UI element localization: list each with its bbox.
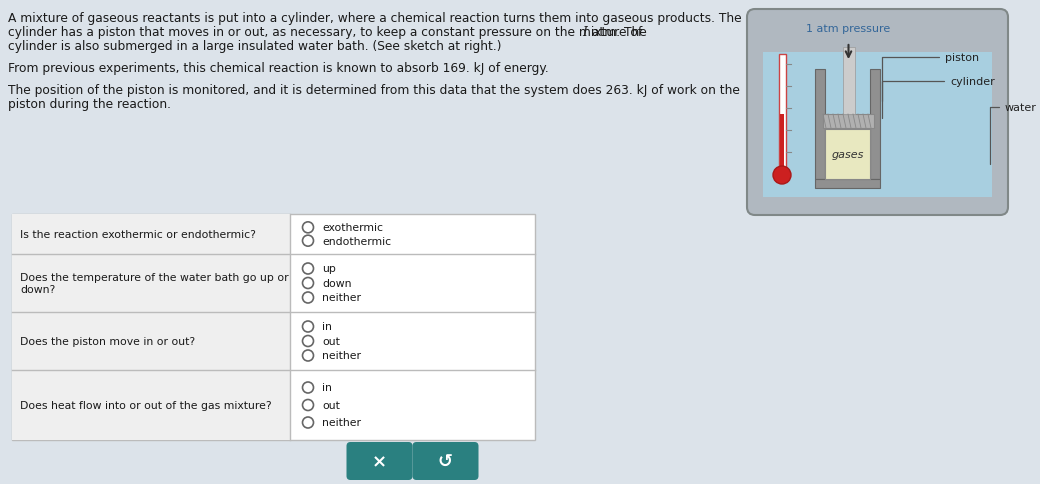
Bar [763, 53, 992, 197]
Text: up: up [322, 264, 336, 274]
Circle shape [303, 263, 313, 274]
Text: ×: × [372, 452, 387, 470]
Text: cylinder: cylinder [882, 77, 994, 102]
Text: neither: neither [322, 293, 361, 303]
Text: gases: gases [831, 150, 863, 160]
Circle shape [303, 400, 313, 410]
Text: ↺: ↺ [438, 452, 453, 470]
Bar [815, 70, 825, 180]
Bar [12, 255, 290, 312]
Text: atm. The: atm. The [588, 26, 647, 39]
Text: A mixture of gaseous reactants is put into a cylinder, where a chemical reaction: A mixture of gaseous reactants is put in… [8, 12, 742, 25]
Text: Is the reaction exothermic or endothermic?: Is the reaction exothermic or endothermi… [20, 229, 256, 240]
Text: Does the temperature of the water bath go up or
down?: Does the temperature of the water bath g… [20, 272, 289, 294]
Text: down: down [322, 278, 352, 288]
Text: I: I [582, 26, 587, 39]
Bar [12, 312, 290, 370]
Text: From previous experiments, this chemical reaction is known to absorb 169. kJ of : From previous experiments, this chemical… [8, 62, 549, 75]
Text: The position of the piston is monitored, and it is determined from this data tha: The position of the piston is monitored,… [8, 84, 739, 97]
Bar [12, 214, 535, 440]
Circle shape [303, 350, 313, 361]
FancyBboxPatch shape [413, 442, 478, 480]
Text: 1 atm pressure: 1 atm pressure [806, 24, 890, 34]
Text: water: water [990, 103, 1037, 165]
Circle shape [303, 278, 313, 289]
Text: exothermic: exothermic [322, 223, 383, 233]
Bar [12, 214, 290, 255]
Text: in: in [322, 322, 332, 332]
Text: Does heat flow into or out of the gas mixture?: Does heat flow into or out of the gas mi… [20, 400, 271, 410]
Circle shape [303, 236, 313, 247]
Text: piston: piston [882, 53, 979, 119]
Bar [870, 70, 880, 180]
Circle shape [303, 222, 313, 233]
FancyBboxPatch shape [346, 442, 413, 480]
FancyBboxPatch shape [747, 10, 1008, 215]
Text: cylinder has a piston that moves in or out, as necessary, to keep a constant pre: cylinder has a piston that moves in or o… [8, 26, 646, 39]
Text: out: out [322, 400, 340, 410]
Text: out: out [322, 336, 340, 346]
Circle shape [303, 321, 313, 333]
Circle shape [303, 382, 313, 393]
Text: endothermic: endothermic [322, 236, 391, 246]
Bar [825, 130, 870, 180]
Circle shape [773, 166, 791, 184]
Bar [815, 180, 880, 189]
Text: neither: neither [322, 418, 361, 428]
Bar [842, 48, 855, 115]
Circle shape [303, 336, 313, 347]
Bar [12, 370, 290, 440]
Bar [779, 55, 785, 167]
Text: Does the piston move in or out?: Does the piston move in or out? [20, 336, 196, 346]
Circle shape [303, 292, 313, 303]
Circle shape [303, 417, 313, 428]
Text: piston during the reaction.: piston during the reaction. [8, 98, 171, 111]
Text: cylinder is also submerged in a large insulated water bath. (See sketch at right: cylinder is also submerged in a large in… [8, 40, 501, 53]
Bar [823, 115, 874, 129]
Text: in: in [322, 383, 332, 393]
Bar [780, 115, 784, 167]
Text: neither: neither [322, 351, 361, 361]
